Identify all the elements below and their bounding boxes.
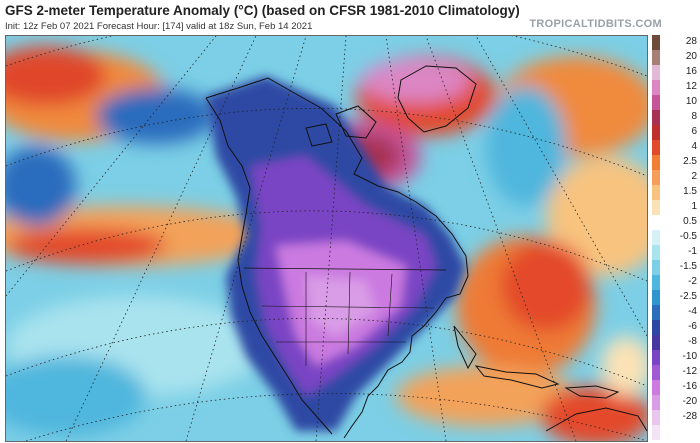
legend-label: -4 [688, 306, 697, 317]
legend-label: -2.5 [679, 291, 697, 302]
legend-entry: -0.5 [652, 230, 700, 245]
legend-swatch [652, 110, 660, 125]
graticule [6, 36, 647, 441]
legend-swatch [652, 65, 660, 80]
legend-entry: -28 [652, 410, 700, 425]
legend-label: -2 [688, 276, 697, 287]
legend-swatch [652, 140, 660, 155]
legend-swatch [652, 350, 660, 365]
legend-swatch [652, 305, 660, 320]
legend-entry: -12 [652, 365, 700, 380]
legend-label: 16 [685, 66, 697, 77]
forecast-info: Init: 12z Feb 07 2021 Forecast Hour: [17… [5, 21, 313, 32]
legend-entry: -2 [652, 275, 700, 290]
legend-label: -10 [682, 351, 697, 362]
brand-watermark: TROPICALTIDBITS.COM [529, 18, 662, 30]
legend-entry: -8 [652, 335, 700, 350]
legend-swatch [652, 200, 660, 215]
legend-entry: 6 [652, 125, 700, 140]
legend-label: 20 [685, 51, 697, 62]
legend-label: -12 [682, 366, 697, 377]
legend-entry: 10 [652, 95, 700, 110]
legend-entry: 16 [652, 65, 700, 80]
legend-label: 28 [685, 36, 697, 47]
legend-swatch [652, 320, 660, 335]
legend-label: -1.5 [679, 261, 697, 272]
legend-swatch [652, 95, 660, 110]
legend-entry: -16 [652, 380, 700, 395]
legend-entry: 8 [652, 110, 700, 125]
legend-swatch [652, 395, 660, 410]
legend-label: 1.5 [683, 186, 697, 197]
legend-swatch [652, 245, 660, 260]
legend-swatch [652, 260, 660, 275]
legend-swatch [652, 50, 660, 65]
legend-swatch [652, 215, 660, 230]
map-canvas [6, 36, 647, 441]
legend-label: 0.5 [683, 216, 697, 227]
legend-swatch [652, 425, 660, 440]
legend-entry: -6 [652, 320, 700, 335]
map-title: GFS 2-meter Temperature Anomaly (°C) (ba… [5, 3, 520, 18]
legend-swatch [652, 335, 660, 350]
legend-label: 8 [691, 111, 697, 122]
legend-entry: -2.5 [652, 290, 700, 305]
legend-entry [652, 425, 700, 440]
legend-label: 1 [691, 201, 697, 212]
legend-entry: -1.5 [652, 260, 700, 275]
coastlines [205, 65, 647, 439]
legend-label: -0.5 [679, 231, 697, 242]
legend-entry: -10 [652, 350, 700, 365]
legend-swatch [652, 275, 660, 290]
legend-swatch [652, 230, 660, 245]
anomaly-field [6, 46, 647, 441]
legend-label: 2.5 [683, 156, 697, 167]
anomaly-map [5, 35, 648, 442]
legend-swatch [652, 410, 660, 425]
color-legend: 28 20 16 12 10 8 6 4 2.5 2 1.5 1 0.5 -0.5 -1 -1.5 -2 -2.5… [652, 35, 700, 440]
legend-entry: -20 [652, 395, 700, 410]
legend-swatch [652, 125, 660, 140]
legend-label: -1 [688, 246, 697, 257]
legend-label: 12 [685, 81, 697, 92]
legend-label: 6 [691, 126, 697, 137]
legend-swatch [652, 170, 660, 185]
legend-swatch [652, 35, 660, 50]
legend-swatch [652, 365, 660, 380]
legend-label: -6 [688, 321, 697, 332]
legend-entry: 2.5 [652, 155, 700, 170]
legend-label: 2 [691, 171, 697, 182]
legend-swatch [652, 185, 660, 200]
legend-entry: 2 [652, 170, 700, 185]
legend-entry: 1.5 [652, 185, 700, 200]
legend-label: -8 [688, 336, 697, 347]
map-header: GFS 2-meter Temperature Anomaly (°C) (ba… [0, 0, 700, 34]
legend-swatch [652, 155, 660, 170]
legend-label: -20 [682, 396, 697, 407]
legend-label: 4 [691, 141, 697, 152]
legend-entry: 1 [652, 200, 700, 215]
legend-entry: 0.5 [652, 215, 700, 230]
legend-entry: 12 [652, 80, 700, 95]
legend-swatch [652, 80, 660, 95]
legend-label: -16 [682, 381, 697, 392]
legend-label: 10 [685, 96, 697, 107]
legend-entry: -1 [652, 245, 700, 260]
legend-swatch [652, 290, 660, 305]
legend-entry: -4 [652, 305, 700, 320]
legend-label: -28 [682, 411, 697, 422]
legend-entry: 20 [652, 50, 700, 65]
legend-swatch [652, 380, 660, 395]
legend-entry: 4 [652, 140, 700, 155]
legend-entry: 28 [652, 35, 700, 50]
